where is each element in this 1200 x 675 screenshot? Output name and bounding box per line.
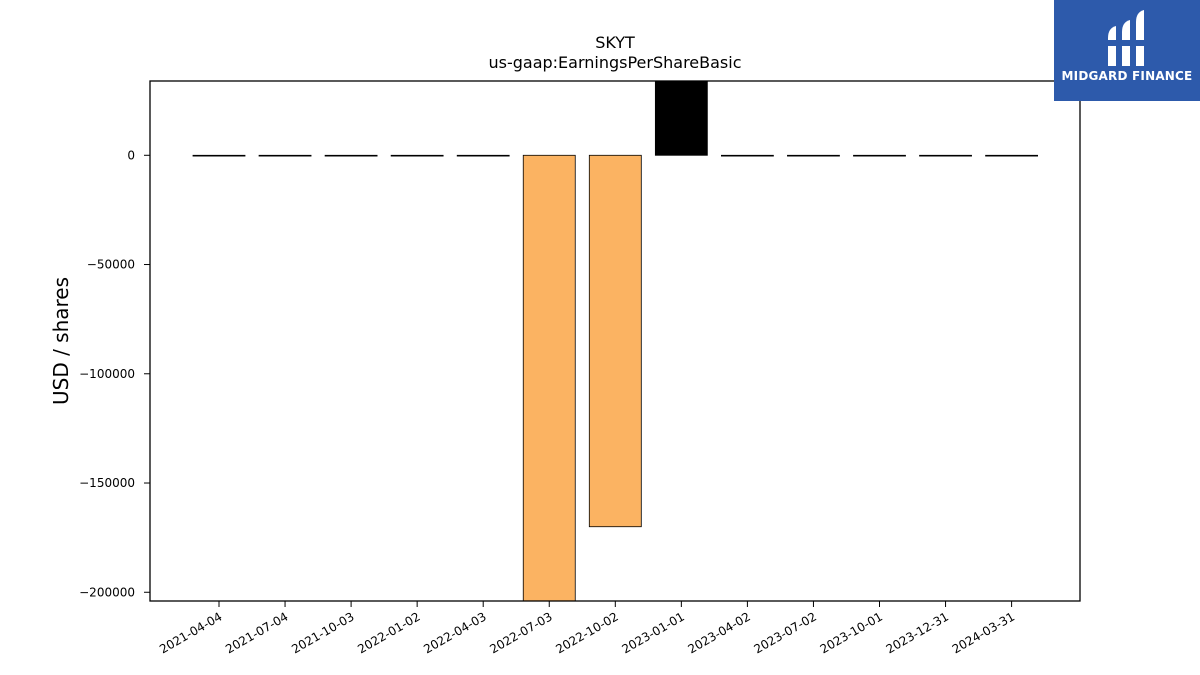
y-tick-label: −100000 xyxy=(79,367,135,381)
chart-title: SKYT xyxy=(595,33,635,52)
plot-frame xyxy=(149,80,1081,602)
brand-name: MIDGARD FINANCE xyxy=(1061,69,1193,83)
bar xyxy=(985,154,1038,157)
x-tick-label: 2022-01-02 xyxy=(355,609,422,656)
y-axis-label: USD / shares xyxy=(49,277,73,405)
y-tick-label: 0 xyxy=(127,148,135,162)
x-tick-label: 2023-12-31 xyxy=(884,609,951,656)
bars-group xyxy=(192,80,1038,602)
y-axis-ticks: 0 −50000 −100000 −150000 −200000 xyxy=(79,148,150,599)
x-tick-label: 2023-01-01 xyxy=(619,609,686,656)
x-tick-label: 2022-07-03 xyxy=(487,609,554,656)
bar xyxy=(522,154,576,602)
x-tick-label: 2022-10-02 xyxy=(553,609,620,656)
x-tick-label: 2023-10-01 xyxy=(818,609,885,656)
bar xyxy=(919,154,972,157)
bar xyxy=(456,154,510,157)
bar xyxy=(588,154,642,528)
x-tick-label: 2023-07-02 xyxy=(752,609,819,656)
y-tick-label: −200000 xyxy=(79,585,135,599)
bar xyxy=(787,154,840,157)
bar xyxy=(390,154,444,157)
bar xyxy=(721,154,774,157)
bar xyxy=(258,154,312,157)
x-tick-label: 2024-03-31 xyxy=(950,609,1017,656)
x-tick-label: 2022-04-03 xyxy=(421,609,488,656)
y-tick-label: −150000 xyxy=(79,476,135,490)
bar xyxy=(324,154,378,157)
chart-subtitle: us-gaap:EarningsPerShareBasic xyxy=(488,53,741,72)
bar xyxy=(853,154,906,157)
x-tick-label: 2023-04-02 xyxy=(685,609,752,656)
x-tick-label: 2021-04-04 xyxy=(157,609,224,656)
brand-logo: MIDGARD FINANCE xyxy=(1054,0,1200,101)
x-tick-label: 2021-07-04 xyxy=(223,609,290,656)
bar xyxy=(192,154,246,157)
bar xyxy=(654,80,708,156)
midgard-logo-icon xyxy=(1106,10,1146,66)
x-axis-ticks: 2021-04-042021-07-042021-10-032022-01-02… xyxy=(157,601,1017,656)
y-tick-label: −50000 xyxy=(87,258,135,272)
x-tick-label: 2021-10-03 xyxy=(289,609,356,656)
